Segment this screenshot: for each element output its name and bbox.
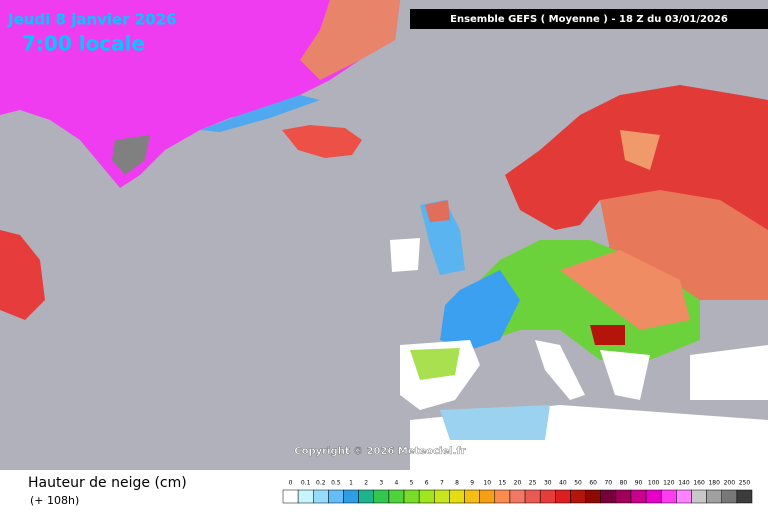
greenland	[0, 0, 400, 188]
legend-label: 4	[395, 480, 399, 487]
legend-label: 80	[620, 480, 628, 487]
legend-label: 3	[379, 480, 383, 487]
legend-swatch	[388, 489, 405, 504]
run-info: Ensemble GEFS ( Moyenne ) - 18 Z du 03/0…	[450, 14, 728, 25]
iberia-snow	[410, 348, 460, 380]
legend-swatch	[464, 489, 480, 504]
legend-label: 180	[708, 480, 720, 487]
greenland-edge	[200, 95, 320, 132]
legend-swatch	[494, 489, 511, 504]
finland-gulf	[620, 130, 660, 170]
balkans-peak	[590, 325, 625, 345]
legend-label: 8	[455, 480, 459, 487]
iceland	[282, 125, 362, 158]
legend-swatch	[615, 489, 632, 504]
legend-label: 140	[678, 480, 690, 487]
france	[440, 270, 520, 350]
legend-swatch	[736, 489, 753, 504]
legend-label: 10	[483, 480, 491, 487]
run-banner	[410, 9, 768, 29]
poland-ukraine	[560, 250, 690, 330]
legend-label: 6	[425, 480, 429, 487]
legend-swatch	[645, 489, 662, 504]
legend-swatch	[721, 489, 738, 504]
legend-label: 70	[604, 480, 612, 487]
turkey	[690, 345, 768, 400]
legend-label: 250	[739, 480, 751, 487]
legend-swatch	[630, 489, 647, 504]
legend-label: 50	[574, 480, 582, 487]
legend-label: 30	[544, 480, 552, 487]
legend-swatch	[343, 489, 359, 504]
legend-swatch	[524, 489, 541, 504]
greenland-grey	[112, 135, 150, 175]
legend-swatch	[282, 489, 299, 504]
ireland	[390, 238, 420, 272]
italy	[535, 340, 585, 400]
legend-swatch	[555, 489, 571, 504]
legend-label: 100	[648, 480, 660, 487]
legend-swatch	[691, 489, 707, 504]
legend-label: 1	[349, 480, 353, 487]
legend-label: 0.5	[331, 480, 341, 487]
footer-title: Hauteur de neige (cm)	[28, 475, 187, 491]
legend-swatch	[297, 489, 314, 504]
greece	[600, 350, 650, 400]
legend-swatch	[328, 489, 344, 504]
legend-label: 9	[470, 480, 474, 487]
legend-swatch	[449, 489, 465, 504]
legend-swatch	[585, 489, 601, 504]
greenland-coast	[300, 0, 400, 80]
legend-swatch	[706, 489, 722, 504]
legend: 0 0.1 0.2 0.5 1 2 3 4 5 6 7 8 9 10 15 20 25 30 40 50 60 70 80 9…	[282, 480, 753, 504]
legend-swatch	[479, 489, 496, 504]
legend-label: 160	[693, 480, 705, 487]
legend-label: 15	[499, 480, 507, 487]
legend-swatch	[313, 489, 329, 504]
copyright: Copyright © 2026 Meteociel.fr	[294, 446, 465, 457]
legend-label: 40	[559, 480, 567, 487]
legend-label: 0	[289, 480, 293, 487]
legend-label: 0.1	[301, 480, 311, 487]
legend-swatch	[434, 489, 450, 504]
legend-label: 5	[410, 480, 414, 487]
legend-label: 2	[364, 480, 368, 487]
legend-label: 200	[724, 480, 736, 487]
legend-swatch	[660, 489, 677, 504]
legend-swatch	[418, 489, 435, 504]
legend-swatch	[600, 489, 617, 504]
legend-swatch	[539, 489, 556, 504]
legend-label: 25	[529, 480, 537, 487]
legend-label: 0.2	[316, 480, 326, 487]
legend-label: 60	[589, 480, 597, 487]
legend-swatch	[570, 489, 586, 504]
legend-swatch	[676, 489, 692, 504]
legend-swatch	[509, 489, 526, 504]
atlas-snow	[440, 405, 550, 440]
legend-swatch	[403, 489, 420, 504]
footer-lead: (+ 108h)	[30, 494, 79, 507]
legend-label: 120	[663, 480, 675, 487]
date: Jeudi 8 janvier 2026	[7, 11, 177, 29]
legend-label: 20	[514, 480, 522, 487]
legend-swatch	[373, 489, 390, 504]
time: 7:00 locale	[22, 32, 145, 56]
scotland	[425, 200, 450, 222]
legend-label: 7	[440, 480, 444, 487]
legend-label: 90	[635, 480, 643, 487]
legend-swatch	[358, 489, 375, 504]
labrador	[0, 230, 45, 320]
